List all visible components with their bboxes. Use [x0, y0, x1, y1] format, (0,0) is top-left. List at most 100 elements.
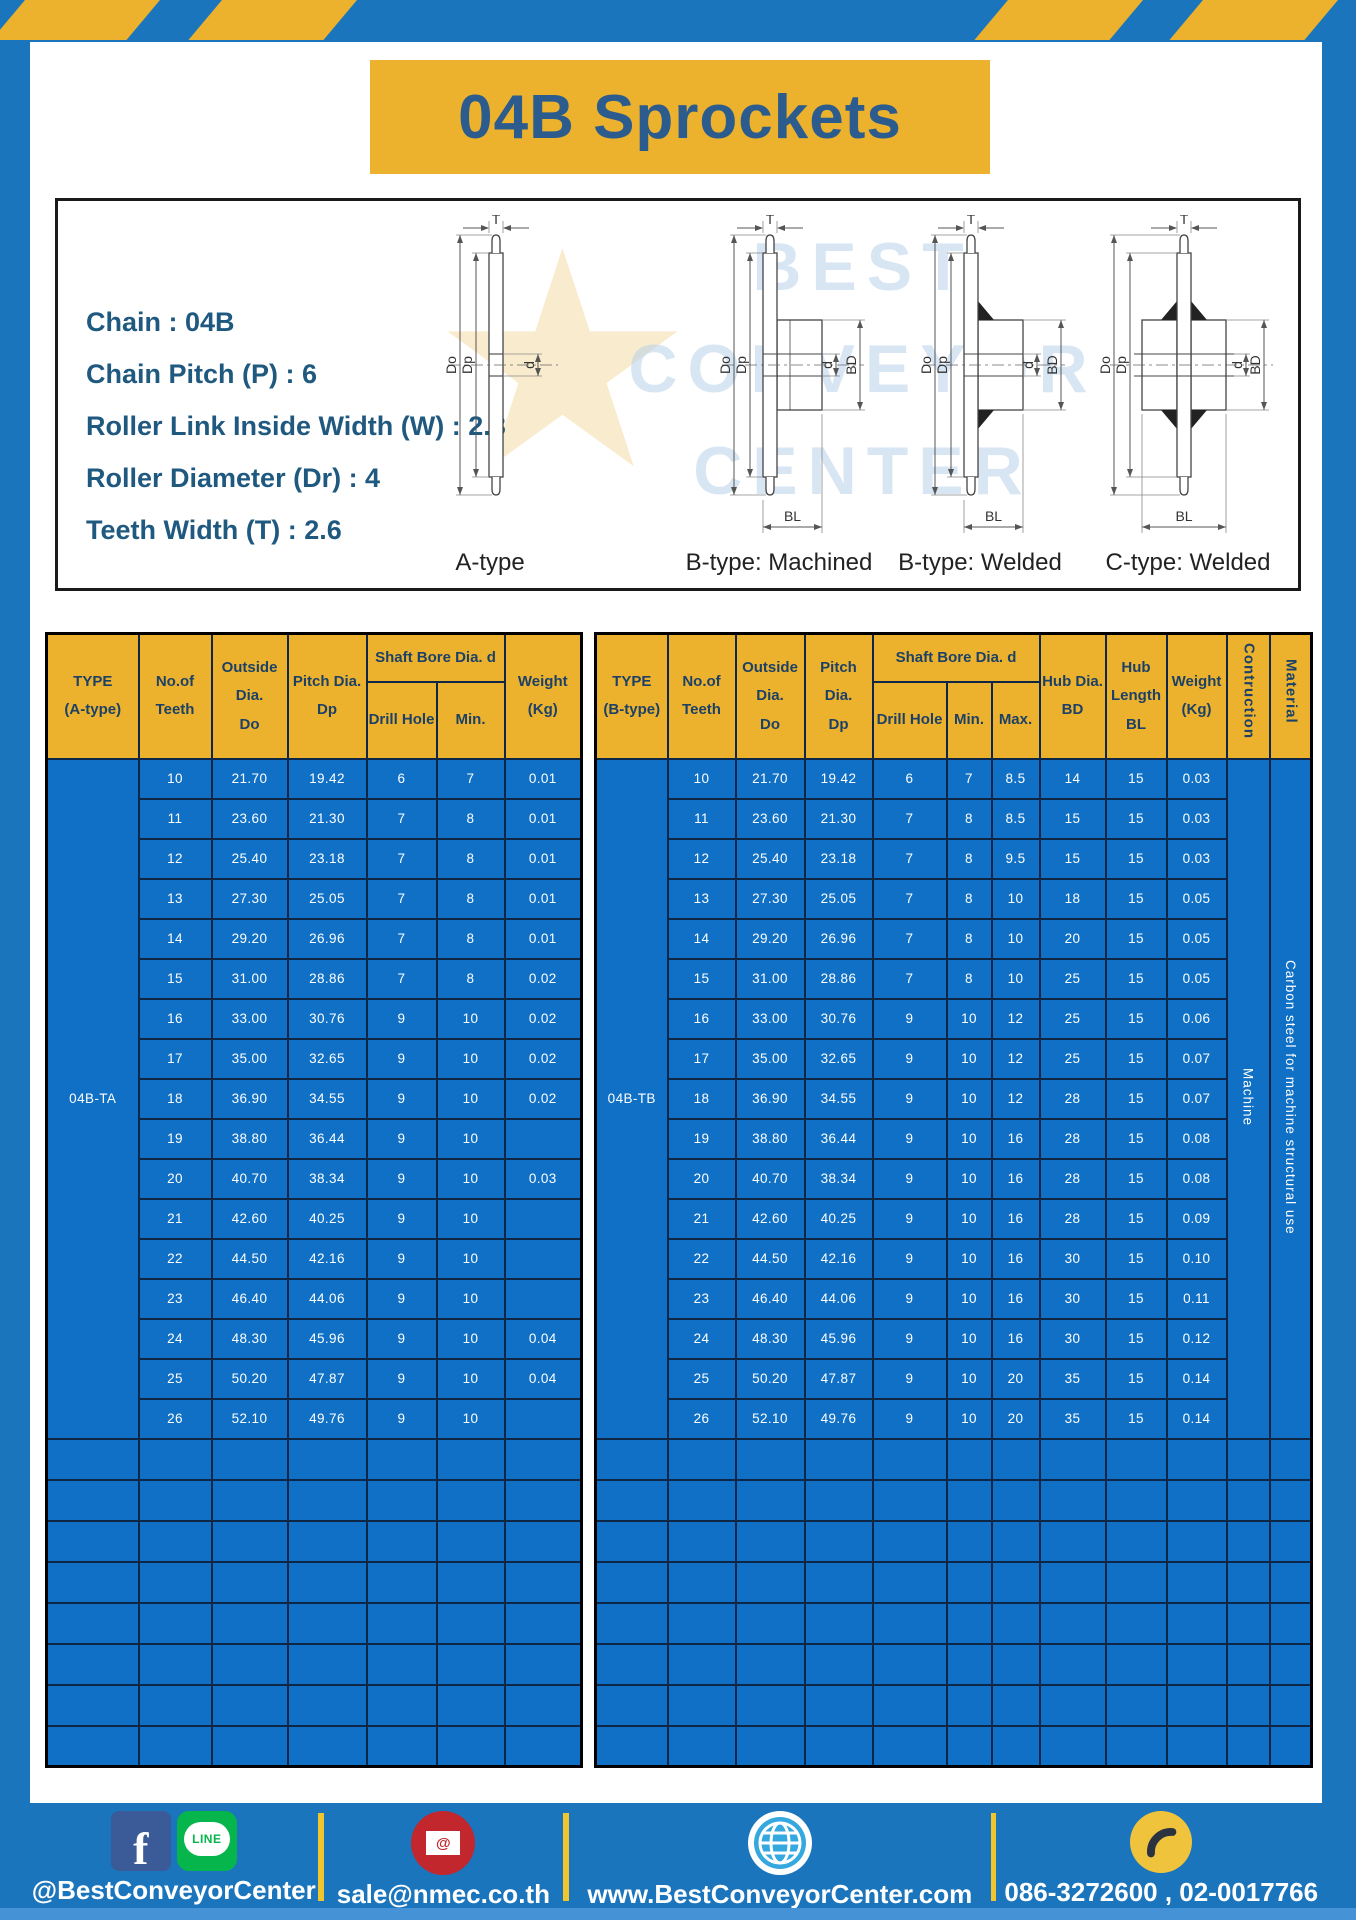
table-cell: 31.00: [734, 957, 806, 1000]
table-cell: [871, 1560, 948, 1604]
table-cell: 0.05: [1165, 877, 1228, 920]
table-cell: [1268, 1724, 1313, 1768]
svg-text:d: d: [1020, 361, 1036, 369]
col-header-min: Min.: [435, 680, 506, 760]
table-cell: [137, 1437, 213, 1481]
table-cell: [803, 1519, 874, 1563]
table-cell: 8.5: [990, 757, 1041, 800]
table-cell: 45.96: [286, 1317, 368, 1360]
table-cell: 16: [990, 1117, 1041, 1160]
table-cell: [666, 1724, 737, 1768]
table-cell: 10: [435, 1077, 506, 1120]
table-cell: [871, 1642, 948, 1686]
table-cell: [666, 1642, 737, 1686]
table-row: 20 40.70 38.34 9 10 0.03: [47, 1157, 583, 1200]
table-cell: 10: [945, 1397, 993, 1440]
drawing-label-b-welded: B-type: Welded: [898, 549, 1062, 576]
table-cell: 12: [990, 1037, 1041, 1080]
top-stripe: [188, 0, 357, 40]
table-cell: 8: [435, 837, 506, 880]
table-cell: 29.20: [734, 917, 806, 960]
table-cell: 36.90: [210, 1077, 289, 1120]
table-cell: 10: [435, 1357, 506, 1400]
table-cell: 52.10: [210, 1397, 289, 1440]
empty-row: [594, 1560, 1313, 1604]
table-cell: 10: [435, 1117, 506, 1160]
table-cell: 8.5: [990, 797, 1041, 840]
table-cell: 25.05: [286, 877, 368, 920]
table-cell: [945, 1642, 993, 1686]
svg-text:BD: BD: [843, 355, 859, 374]
table-cell: 20: [990, 1357, 1041, 1400]
table-cell: 23: [666, 1277, 737, 1320]
footer-divider: [990, 1813, 997, 1901]
table-cell: 38.34: [286, 1157, 368, 1200]
table-cell: [945, 1437, 993, 1481]
table-cell: 50.20: [210, 1357, 289, 1400]
table-cell: 0.03: [503, 1157, 583, 1200]
table-cell: 15: [1038, 837, 1107, 880]
footer-divider: [563, 1813, 570, 1901]
svg-text:Do: Do: [918, 356, 934, 374]
table-cell: [871, 1724, 948, 1768]
table-row: 26 52.10 49.76 9 10 20 35 15 0.14: [596, 1397, 1312, 1440]
table-cell: 15: [1104, 1037, 1168, 1080]
table-cell: [365, 1601, 438, 1645]
col-header-pitch: Pitch Dia. Dp: [286, 632, 368, 760]
table-cell: [210, 1437, 289, 1481]
spec-line: Roller Diameter (Dr) : 4: [86, 463, 381, 493]
table-cell: 18: [666, 1077, 737, 1120]
svg-text:BL: BL: [1175, 508, 1192, 524]
table-cell: 42.16: [803, 1237, 874, 1280]
table-cell: [365, 1642, 438, 1686]
col-header-type: TYPE (B-type): [594, 632, 669, 760]
table-cell: [365, 1437, 438, 1481]
table-cell: [503, 1642, 583, 1686]
table-cell: 15: [1104, 957, 1168, 1000]
table-cell: [210, 1478, 289, 1522]
spec-line: Teeth Width (T) : 2.6: [86, 515, 342, 545]
table-cell: 19: [137, 1117, 213, 1160]
table-cell: [990, 1601, 1041, 1645]
col-header-material: Material: [1268, 632, 1313, 760]
table-row: 24 48.30 45.96 9 10 0.04: [47, 1317, 583, 1360]
table-cell: 10: [945, 997, 993, 1040]
top-stripe: [1169, 0, 1338, 40]
table-cell: 31.00: [210, 957, 289, 1000]
table-cell: [503, 1519, 583, 1563]
table-cell: 12: [990, 997, 1041, 1040]
table-cell: [365, 1478, 438, 1522]
table-cell: 21.30: [803, 797, 874, 840]
table-cell: [1225, 1560, 1271, 1604]
table-cell: 10: [945, 1317, 993, 1360]
footer-section-website: www.BestConveyorCenter.com: [569, 1809, 990, 1909]
table-row: 12 25.40 23.18 7 8 9.5 15 15 0.03: [596, 837, 1312, 880]
table-cell: 0.08: [1165, 1157, 1228, 1200]
table-cell: 15: [1104, 1237, 1168, 1280]
table-row: 15 31.00 28.86 7 8 0.02: [47, 957, 583, 1000]
table-cell: 7: [945, 757, 993, 800]
table-cell: 25.05: [803, 877, 874, 920]
table-cell: 28: [1038, 1197, 1107, 1240]
table-cell: 46.40: [734, 1277, 806, 1320]
table-cell: 10: [990, 957, 1041, 1000]
table-row: 21 42.60 40.25 9 10: [47, 1197, 583, 1240]
table-cell: [1104, 1478, 1168, 1522]
table-cell: [365, 1519, 438, 1563]
table-cell: 10: [435, 1237, 506, 1280]
table-cell: 24: [137, 1317, 213, 1360]
table-cell: 15: [1104, 1357, 1168, 1400]
table-cell: 8: [435, 797, 506, 840]
table-cell: 9: [365, 997, 438, 1040]
table-cell: 8: [435, 877, 506, 920]
table-cell: 0.07: [1165, 1037, 1228, 1080]
table-cell: 10: [435, 1157, 506, 1200]
table-cell: 30.76: [286, 997, 368, 1040]
table-cell: [210, 1724, 289, 1768]
svg-text:BL: BL: [784, 508, 801, 524]
table-cell: [871, 1519, 948, 1563]
table-cell: 49.76: [286, 1397, 368, 1440]
table-cell: [1104, 1601, 1168, 1645]
svg-text:T: T: [492, 215, 501, 227]
